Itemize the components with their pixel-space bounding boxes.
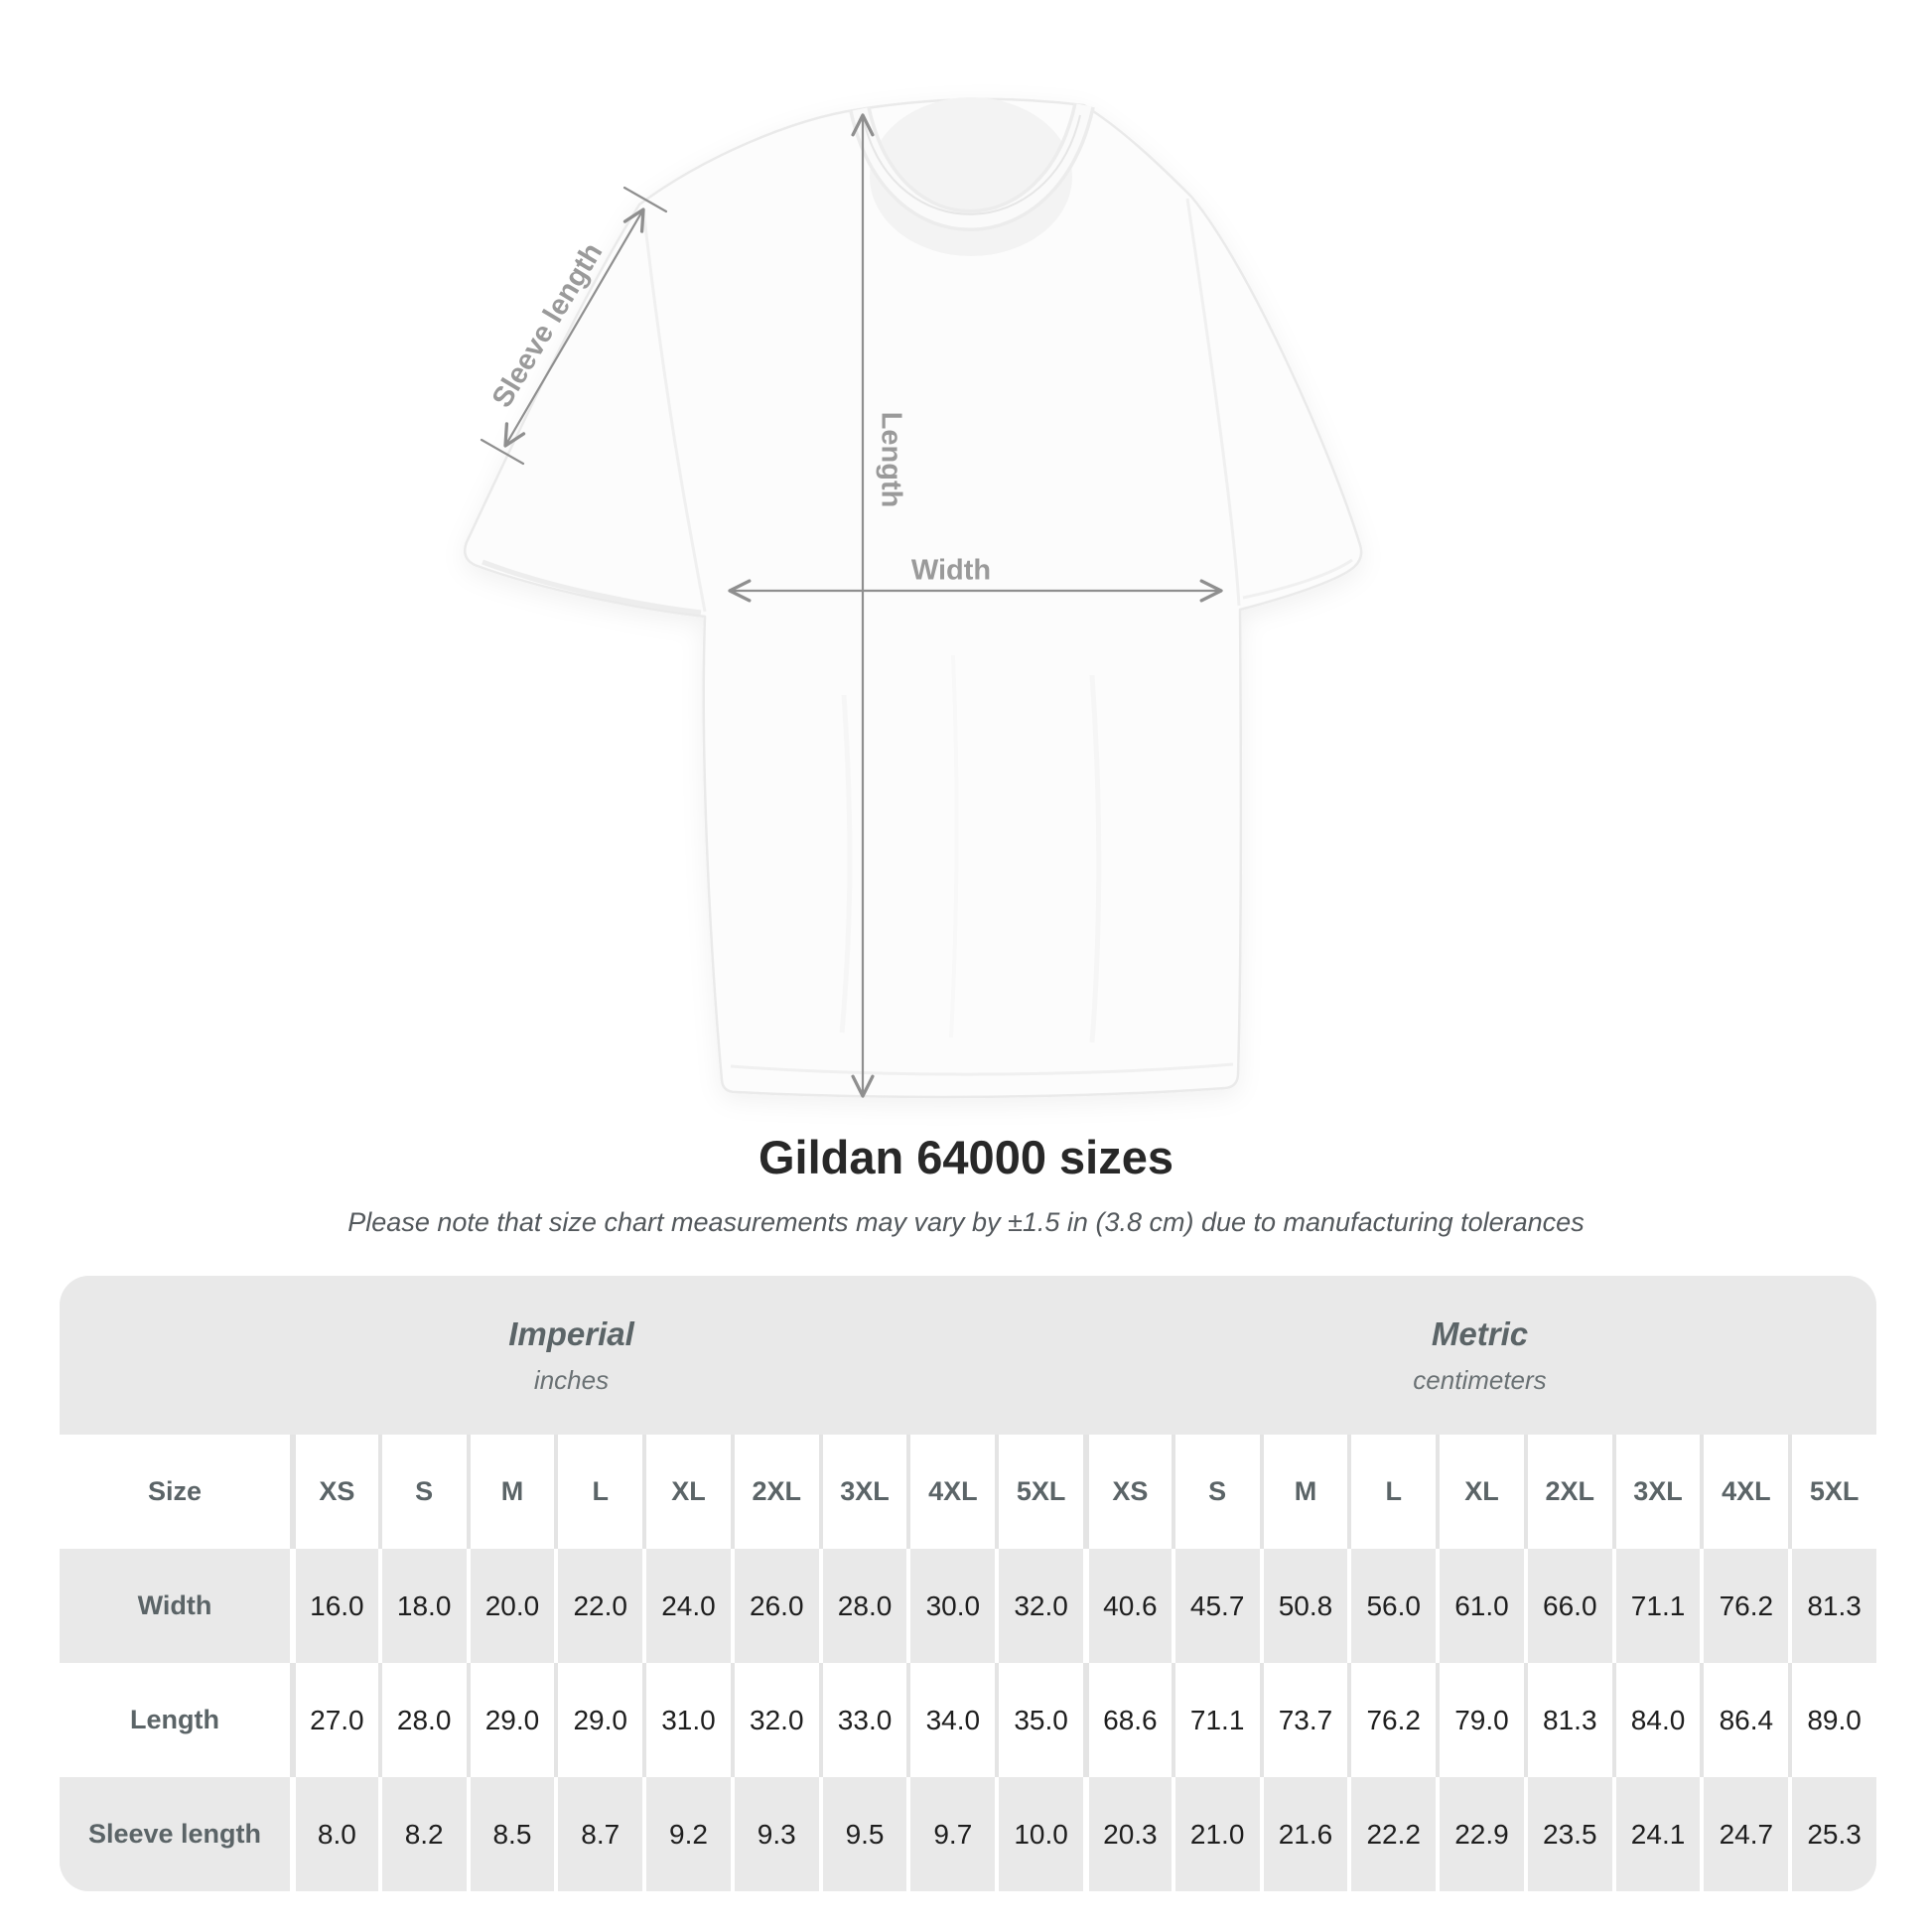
value-cell: 28.0 (818, 1549, 907, 1663)
size-col-header: XS (1083, 1435, 1172, 1549)
size-col-header: 3XL (818, 1435, 907, 1549)
value-cell: 20.0 (466, 1549, 555, 1663)
value-cell: 73.7 (1259, 1663, 1348, 1777)
value-cell: 89.0 (1788, 1663, 1876, 1777)
value-cell: 71.1 (1611, 1549, 1701, 1663)
value-cell: 45.7 (1171, 1549, 1260, 1663)
value-cell: 66.0 (1523, 1549, 1612, 1663)
size-col-header: L (554, 1435, 643, 1549)
value-cell: 23.5 (1523, 1777, 1612, 1891)
value-cell: 79.0 (1436, 1663, 1524, 1777)
value-cell: 8.7 (554, 1777, 643, 1891)
value-cell: 27.0 (290, 1663, 378, 1777)
value-cell: 9.5 (818, 1777, 907, 1891)
page-title: Gildan 64000 sizes (758, 1131, 1174, 1183)
size-col-header: 2XL (730, 1435, 819, 1549)
size-col-header: 4XL (906, 1435, 996, 1549)
value-cell: 21.6 (1259, 1777, 1348, 1891)
value-cell: 34.0 (906, 1663, 996, 1777)
value-cell: 71.1 (1171, 1663, 1260, 1777)
width-label: Width (910, 554, 992, 587)
value-cell: 30.0 (906, 1549, 996, 1663)
unit-group-imperial: Imperial inches (60, 1276, 1083, 1435)
size-col-header: S (377, 1435, 467, 1549)
value-cell: 25.3 (1788, 1777, 1876, 1891)
tolerance-note: Please note that size chart measurements… (347, 1207, 1585, 1237)
value-cell: 21.0 (1171, 1777, 1260, 1891)
size-col-header: XL (642, 1435, 731, 1549)
size-col-header: L (1347, 1435, 1437, 1549)
row-label-width: Width (60, 1549, 290, 1663)
size-col-header: XL (1436, 1435, 1524, 1549)
value-cell: 24.7 (1700, 1777, 1789, 1891)
length-label: Length (875, 411, 907, 508)
value-cell: 16.0 (290, 1549, 378, 1663)
value-cell: 29.0 (554, 1663, 643, 1777)
value-cell: 31.0 (642, 1663, 731, 1777)
value-cell: 35.0 (995, 1663, 1083, 1777)
value-cell: 32.0 (995, 1549, 1083, 1663)
value-cell: 22.2 (1347, 1777, 1437, 1891)
value-cell: 81.3 (1788, 1549, 1876, 1663)
tshirt-graphic (464, 97, 1363, 1099)
size-col-header: 5XL (995, 1435, 1083, 1549)
row-label-sleeve-length: Sleeve length (60, 1777, 290, 1891)
value-cell: 20.3 (1083, 1777, 1172, 1891)
value-cell: 68.6 (1083, 1663, 1172, 1777)
size-col-header: 5XL (1788, 1435, 1876, 1549)
value-cell: 86.4 (1700, 1663, 1789, 1777)
value-cell: 26.0 (730, 1549, 819, 1663)
value-cell: 24.0 (642, 1549, 731, 1663)
value-cell: 22.9 (1436, 1777, 1524, 1891)
size-table: Imperial inches Metric centimeters Size … (60, 1276, 1876, 1891)
size-row-label: Size (60, 1435, 290, 1549)
value-cell: 9.3 (730, 1777, 819, 1891)
value-cell: 9.7 (906, 1777, 996, 1891)
size-col-header: 4XL (1700, 1435, 1789, 1549)
size-col-header: S (1171, 1435, 1260, 1549)
value-cell: 61.0 (1436, 1549, 1524, 1663)
unit-group-name: Imperial (508, 1314, 634, 1352)
sleeve-dimension-arrow (503, 207, 645, 448)
value-cell: 24.1 (1611, 1777, 1701, 1891)
value-cell: 8.5 (466, 1777, 555, 1891)
value-cell: 29.0 (466, 1663, 555, 1777)
unit-group-name: Metric (1431, 1314, 1529, 1352)
value-cell: 28.0 (377, 1663, 467, 1777)
size-col-header: 2XL (1523, 1435, 1612, 1549)
value-cell: 8.0 (290, 1777, 378, 1891)
value-cell: 10.0 (995, 1777, 1083, 1891)
value-cell: 33.0 (818, 1663, 907, 1777)
size-col-header: M (466, 1435, 555, 1549)
sleeve-dimension-tick (480, 438, 525, 466)
row-label-length: Length (60, 1663, 290, 1777)
value-cell: 76.2 (1700, 1549, 1789, 1663)
value-cell: 84.0 (1611, 1663, 1701, 1777)
value-cell: 50.8 (1259, 1549, 1348, 1663)
value-cell: 18.0 (377, 1549, 467, 1663)
value-cell: 56.0 (1347, 1549, 1437, 1663)
unit-group-unit: centimeters (1413, 1364, 1547, 1395)
value-cell: 40.6 (1083, 1549, 1172, 1663)
value-cell: 9.2 (642, 1777, 731, 1891)
value-cell: 22.0 (554, 1549, 643, 1663)
tshirt-measurement-figure: Sleeve length Length Width (464, 97, 1363, 1099)
value-cell: 32.0 (730, 1663, 819, 1777)
size-col-header: XS (290, 1435, 378, 1549)
value-cell: 81.3 (1523, 1663, 1612, 1777)
value-cell: 76.2 (1347, 1663, 1437, 1777)
value-cell: 8.2 (377, 1777, 467, 1891)
unit-group-metric: Metric centimeters (1083, 1276, 1876, 1435)
unit-group-unit: inches (533, 1364, 610, 1395)
sleeve-dimension-tick (622, 186, 668, 213)
size-col-header: 3XL (1611, 1435, 1701, 1549)
size-col-header: M (1259, 1435, 1348, 1549)
